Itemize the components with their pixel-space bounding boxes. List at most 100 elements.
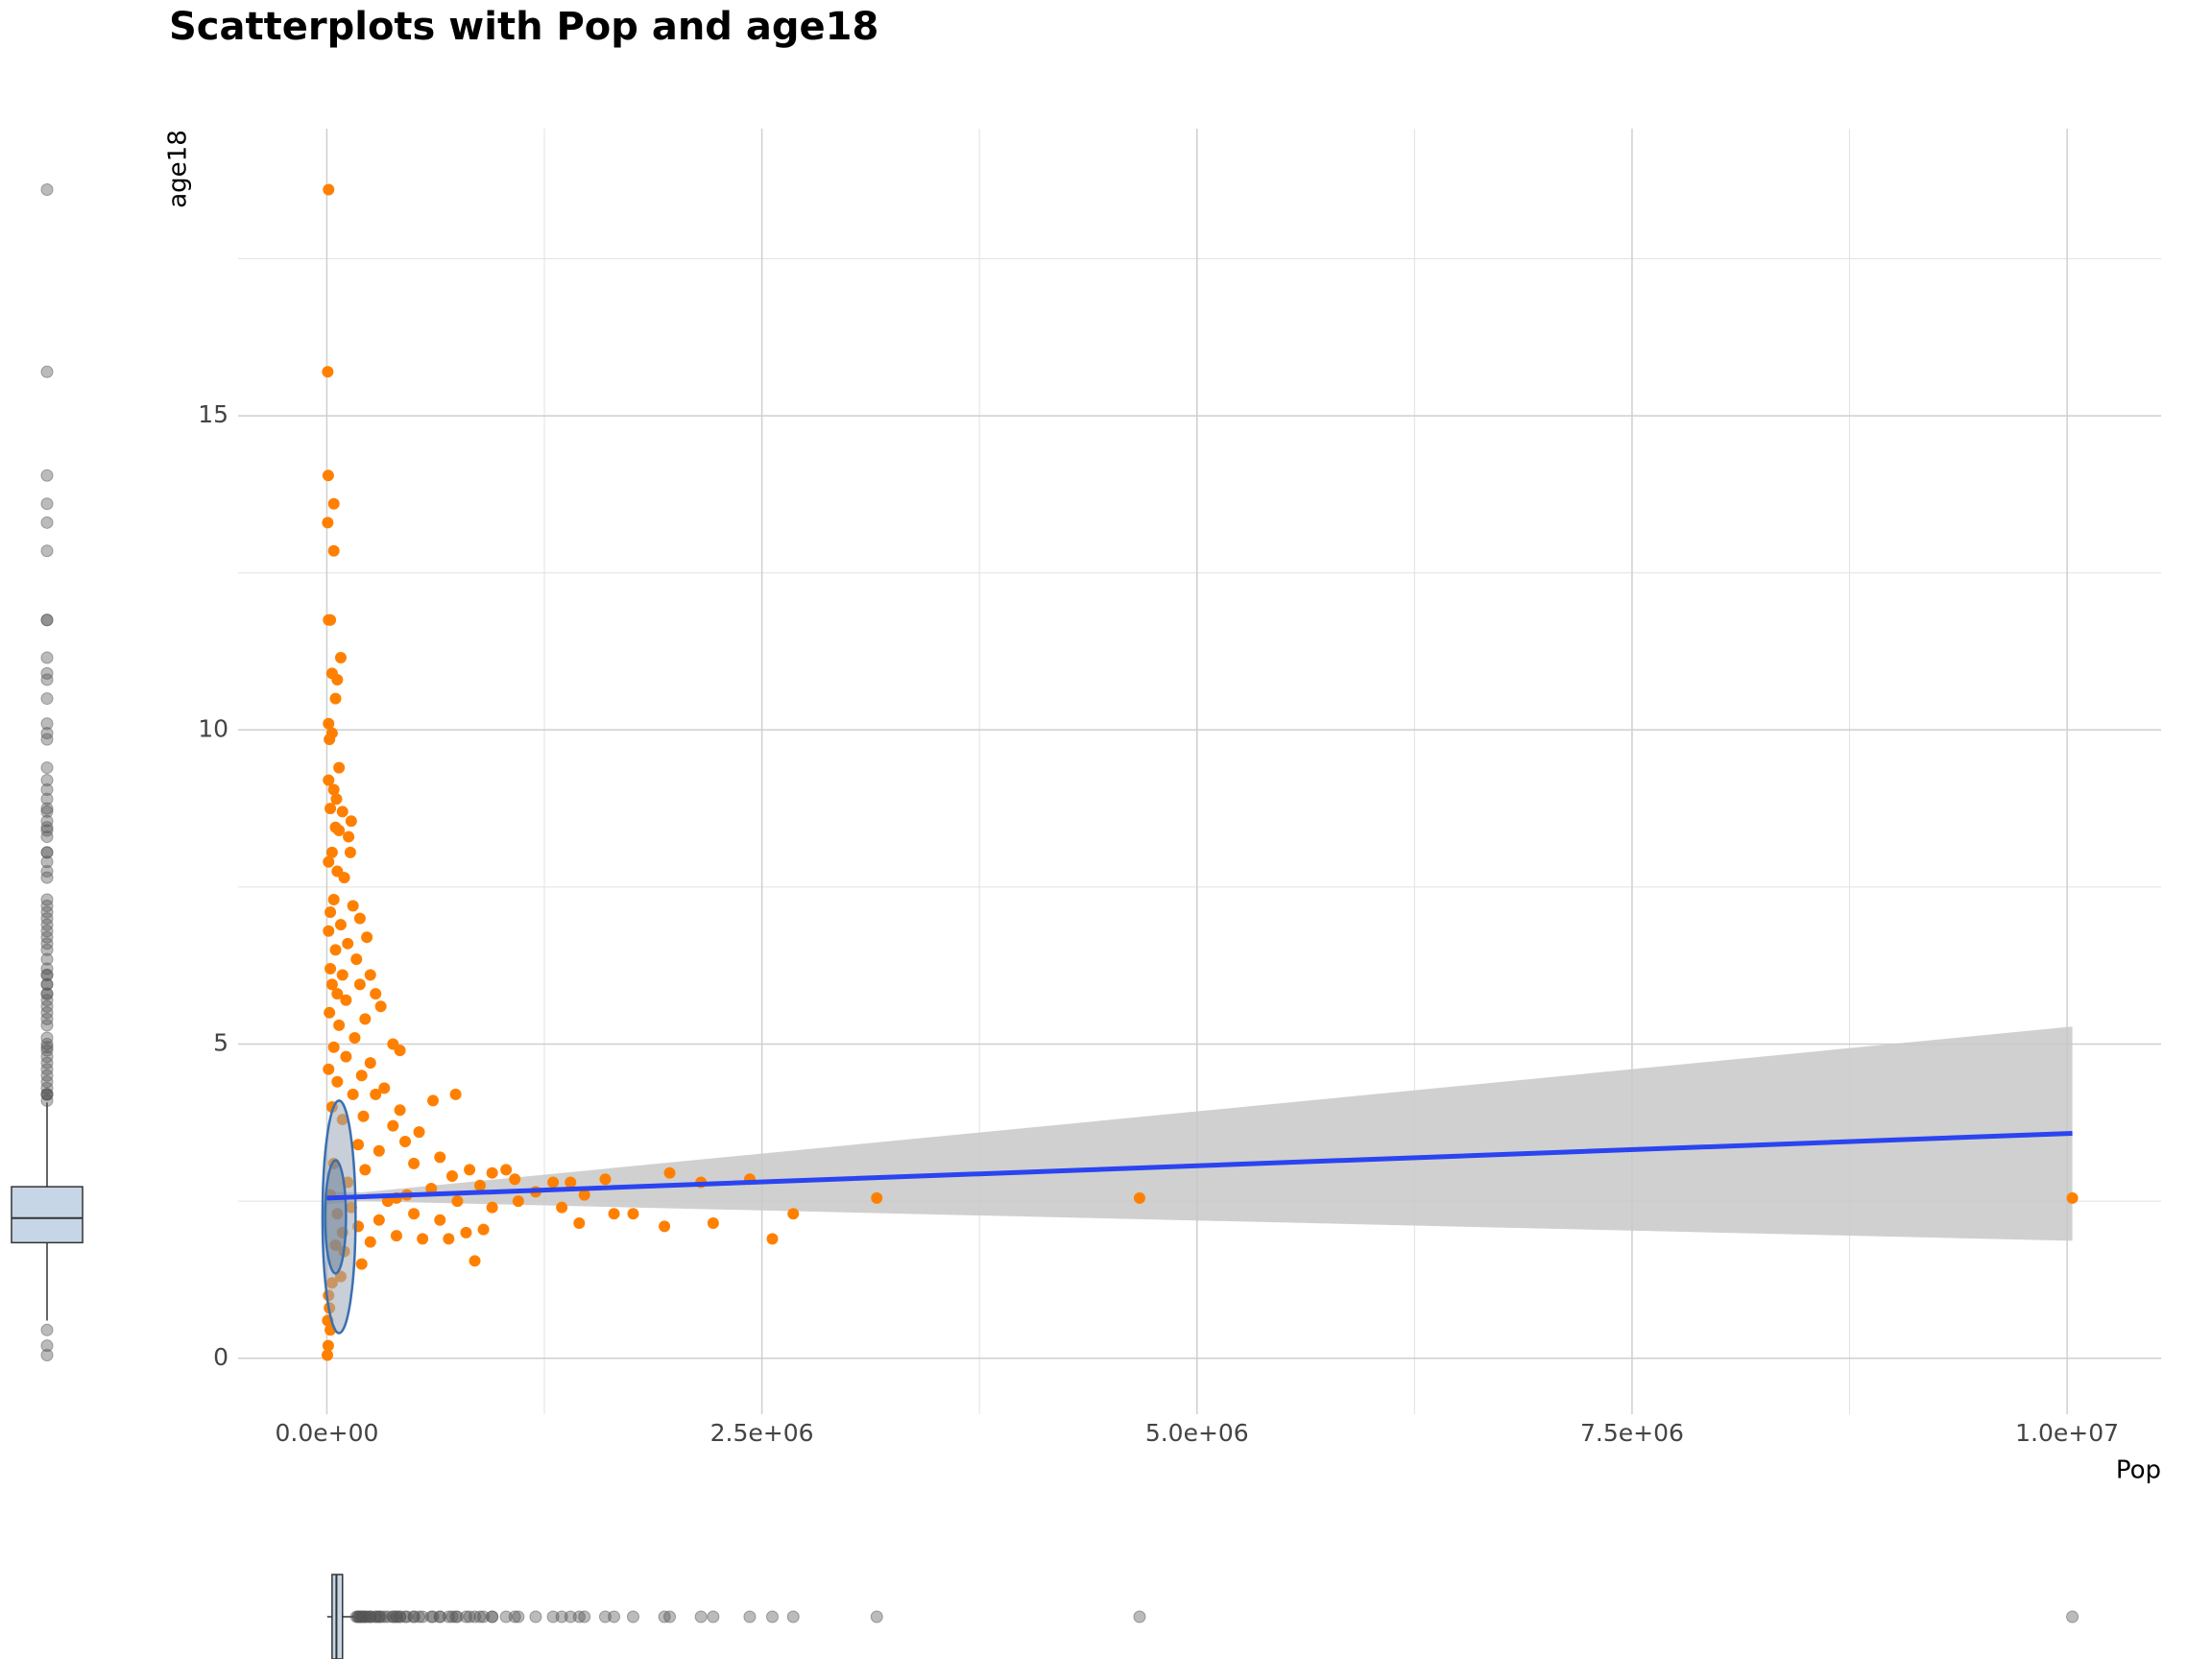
point — [361, 931, 373, 944]
point — [336, 805, 349, 818]
y-tick-label: 0 — [213, 1343, 228, 1371]
box-outlier — [40, 692, 54, 706]
point — [445, 1169, 458, 1182]
point — [500, 1164, 513, 1176]
point — [336, 969, 349, 981]
box-outlier — [400, 1610, 414, 1623]
box-outlier — [572, 1610, 586, 1623]
point — [374, 1000, 387, 1013]
box-outlier — [40, 987, 54, 1000]
box-outlier — [40, 497, 54, 511]
point — [359, 1013, 372, 1025]
point — [322, 1339, 334, 1352]
box-outlier — [40, 846, 54, 859]
box-outlier — [40, 516, 54, 529]
box-outlier — [373, 1610, 386, 1623]
point — [578, 1189, 590, 1201]
box-outlier — [40, 782, 54, 796]
box-outlier — [40, 666, 54, 680]
box-outlier — [40, 1041, 54, 1054]
point — [324, 733, 336, 746]
box-outlier — [40, 365, 54, 378]
box-outlier — [765, 1610, 779, 1623]
point — [449, 1088, 462, 1100]
y-axis-label: age18 — [164, 130, 193, 208]
density-ellipse — [324, 1159, 348, 1275]
point — [707, 1217, 719, 1230]
box-outlier — [564, 1610, 577, 1623]
point — [331, 988, 344, 1000]
box-outlier — [508, 1610, 521, 1623]
box-outlier — [40, 969, 54, 982]
point — [323, 183, 335, 196]
box-outlier — [40, 871, 54, 884]
box-outlier — [499, 1610, 513, 1623]
point — [599, 1173, 612, 1186]
x-tick-label: 1.0e+07 — [2015, 1419, 2119, 1447]
box-outlier — [40, 824, 54, 837]
point — [347, 1088, 359, 1100]
box-outlier — [386, 1610, 399, 1623]
point — [370, 988, 382, 1000]
point — [355, 1258, 368, 1270]
point — [324, 1006, 336, 1019]
box-outlier — [445, 1610, 459, 1623]
point — [659, 1220, 671, 1233]
point — [325, 846, 338, 858]
point — [556, 1201, 568, 1214]
box-outlier — [473, 1610, 487, 1623]
point — [323, 925, 335, 937]
box-outlier — [40, 613, 54, 627]
box-outlier — [40, 1323, 54, 1336]
box-outlier — [424, 1610, 438, 1623]
point — [333, 825, 346, 837]
point — [364, 969, 376, 981]
box-outlier — [1133, 1610, 1146, 1623]
point — [443, 1233, 455, 1245]
point — [322, 469, 334, 482]
box-outlier — [40, 900, 54, 913]
box-outlier — [40, 1063, 54, 1076]
fit-line — [326, 1130, 2073, 1201]
point — [331, 1075, 344, 1088]
point — [323, 855, 335, 868]
point — [329, 692, 342, 705]
box-outlier — [870, 1610, 883, 1623]
point — [331, 673, 344, 685]
point — [338, 872, 350, 884]
point — [427, 1094, 440, 1107]
box-outlier — [459, 1610, 472, 1623]
box-outlier — [351, 1610, 365, 1623]
box-outlier — [416, 1610, 429, 1623]
box-outlier — [40, 943, 54, 956]
box-outlier — [40, 918, 54, 931]
box-outlier — [555, 1610, 568, 1623]
point — [323, 774, 335, 786]
point — [565, 1176, 577, 1189]
box-outlier — [529, 1610, 542, 1623]
box-outlier — [450, 1610, 464, 1623]
point — [355, 1070, 368, 1082]
point — [387, 1119, 399, 1132]
point — [486, 1201, 498, 1214]
point — [364, 1236, 376, 1248]
point — [464, 1164, 476, 1176]
point — [349, 1031, 361, 1044]
box-outlier — [40, 937, 54, 950]
confidence-band — [326, 1026, 2073, 1241]
box-outlier — [40, 1038, 54, 1051]
box-outlier — [40, 733, 54, 746]
box-outlier — [463, 1610, 476, 1623]
box-outlier — [707, 1610, 720, 1623]
box-outlier — [477, 1610, 491, 1623]
box-outlier — [40, 821, 54, 834]
point — [434, 1214, 446, 1226]
box-outlier — [546, 1610, 560, 1623]
box-outlier — [40, 802, 54, 815]
point — [460, 1226, 472, 1238]
point — [327, 497, 340, 510]
box-outlier — [40, 544, 54, 558]
point — [473, 1179, 486, 1191]
box-outlier — [40, 469, 54, 482]
box-outlier — [40, 1069, 54, 1082]
